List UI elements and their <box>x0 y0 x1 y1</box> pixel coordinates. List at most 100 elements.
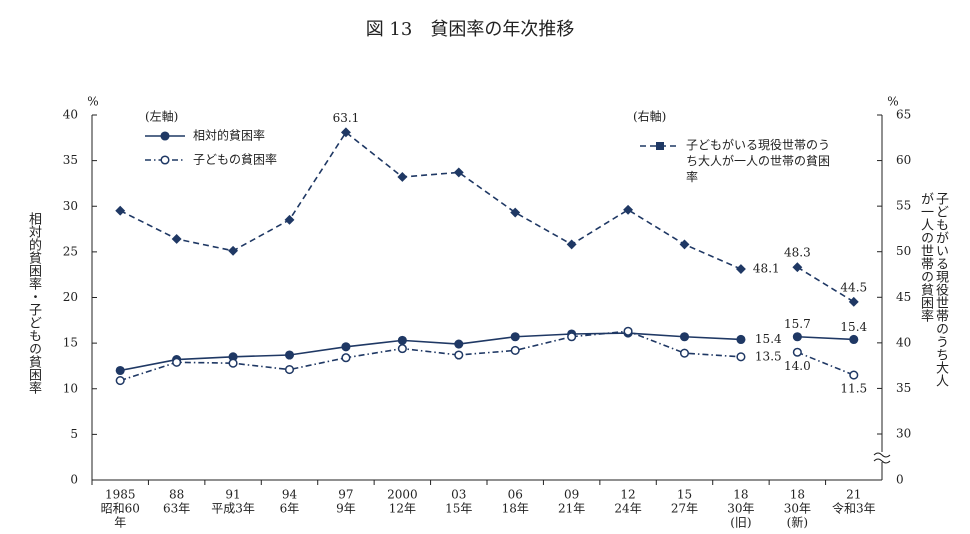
y-tick-label: 35 <box>63 153 78 167</box>
data-label: 15.4 <box>755 332 782 346</box>
x-tick-label: 97 <box>338 488 353 502</box>
point <box>115 375 125 386</box>
point <box>340 127 351 138</box>
y-unit: % <box>87 95 98 109</box>
y-tick-label: 30 <box>63 199 78 213</box>
point <box>284 350 295 360</box>
x-tick-label: 12年 <box>389 502 416 516</box>
point <box>510 207 521 218</box>
legend-label: 子どもの貧困率 <box>193 152 277 167</box>
x-tick-label: 06 <box>508 488 523 502</box>
data-label: 48.1 <box>753 262 780 276</box>
y-tick-label: 15 <box>63 336 78 350</box>
x-tick-label: 2000 <box>387 488 418 502</box>
point <box>115 205 126 216</box>
y2-tick-label: 30 <box>896 427 911 441</box>
x-tick-label: 12 <box>620 488 635 502</box>
point <box>397 172 408 182</box>
legend-marker <box>656 142 664 150</box>
point <box>510 345 520 355</box>
y2-axis-label: 子どもがいる現役世帯のうち大人が一人の世帯の貧困率 <box>918 192 948 387</box>
y-tick-label: 20 <box>63 290 78 304</box>
point <box>736 334 746 345</box>
y-tick-label: 40 <box>63 108 78 122</box>
series-line <box>120 332 741 372</box>
point <box>284 365 295 375</box>
point <box>453 167 464 178</box>
y-tick-label: 0 <box>70 473 78 487</box>
x-tick-label: 年 <box>114 516 126 530</box>
x-tick-label: 15年 <box>445 502 472 516</box>
legend-label: 相対的貧困率 <box>193 128 265 143</box>
y2-tick-label: 55 <box>896 199 911 213</box>
legend-marker <box>160 155 170 165</box>
data-label: 44.5 <box>840 280 867 294</box>
y-axis-label: 相対的貧困率・子どもの貧困率 <box>26 212 41 394</box>
x-tick-label: 平成3年 <box>211 502 255 516</box>
x-tick-label: 94 <box>282 488 298 502</box>
point <box>849 334 859 345</box>
point <box>341 353 351 363</box>
data-label: 63.1 <box>333 111 360 125</box>
point <box>397 335 407 345</box>
x-tick-label: 昭和60 <box>101 502 140 516</box>
x-tick-label: 88 <box>169 488 184 502</box>
legend-title: (左軸) <box>145 109 178 124</box>
x-tick-label: 03 <box>451 488 466 502</box>
point <box>679 239 690 250</box>
x-tick-label: 63年 <box>163 502 190 516</box>
x-tick-label: 6年 <box>280 502 300 516</box>
point <box>172 357 182 367</box>
x-tick-label: 9年 <box>336 502 356 516</box>
point <box>623 204 634 215</box>
x-tick-label: 18年 <box>502 502 529 516</box>
x-tick-label: (旧) <box>730 516 751 530</box>
y2-tick-label: 40 <box>896 335 911 349</box>
legend-title: (右軸) <box>633 109 666 124</box>
point <box>228 358 238 368</box>
point <box>792 347 802 357</box>
point <box>849 370 859 380</box>
legend-marker <box>160 131 170 141</box>
data-label: 13.5 <box>755 349 782 363</box>
data-label: 15.4 <box>840 320 867 334</box>
x-tick-label: 09 <box>564 488 579 502</box>
axis-break <box>874 452 890 462</box>
y-tick-label: 25 <box>63 244 78 258</box>
point <box>792 262 803 273</box>
data-label: 14.0 <box>784 359 811 373</box>
data-label: 15.7 <box>784 317 811 331</box>
series-line <box>797 351 855 376</box>
x-tick-label: 24年 <box>614 502 641 516</box>
y2-tick-label: 50 <box>896 244 911 258</box>
point <box>284 214 295 225</box>
point <box>679 348 690 358</box>
point <box>848 296 859 307</box>
x-tick-label: 21 <box>846 488 861 502</box>
point <box>397 344 407 354</box>
point <box>736 352 746 362</box>
x-tick-label: 1985 <box>105 488 136 502</box>
series-line <box>119 330 741 382</box>
x-tick-label: (新) <box>787 515 808 530</box>
point <box>228 245 239 256</box>
point <box>679 332 690 342</box>
x-tick-label: 21年 <box>558 502 585 516</box>
point <box>735 264 746 274</box>
x-tick-label: 91 <box>225 488 240 502</box>
x-tick-label: 30年 <box>784 502 811 516</box>
series-line <box>796 266 855 303</box>
data-label: 48.3 <box>784 246 811 260</box>
point <box>454 339 464 349</box>
series-line <box>119 131 742 270</box>
chart-title: 図 13 貧困率の年次推移 <box>366 19 575 40</box>
point <box>792 332 802 342</box>
legend-label: 子どもがいる現役世帯のうち大人が一人の世帯の貧困率 <box>686 138 831 184</box>
point <box>115 365 125 376</box>
y2-tick-label: 60 <box>896 153 911 167</box>
point <box>510 332 520 342</box>
point <box>566 239 577 250</box>
y-tick-label: 5 <box>70 427 78 441</box>
point <box>454 350 464 360</box>
